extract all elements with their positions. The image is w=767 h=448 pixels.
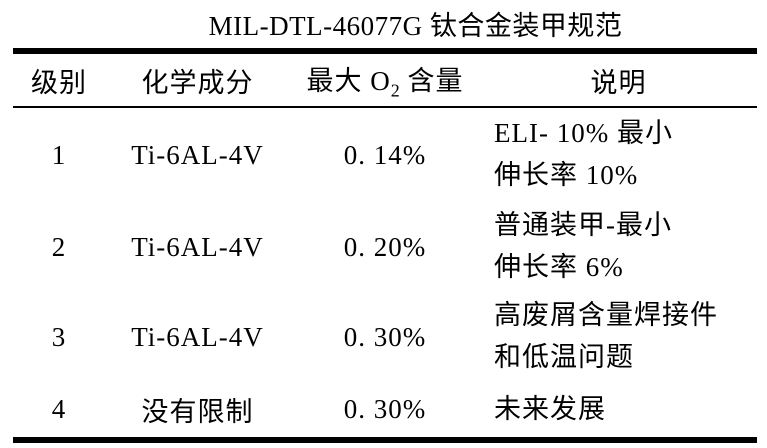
cell-grade: 1: [51, 139, 67, 170]
description-line-2: 伸长率 10%: [494, 160, 639, 190]
table-header-row: 级别 化学成分 最大 O2 含量 说明: [13, 54, 757, 108]
cell-composition: Ti-6AL-4V: [131, 231, 264, 262]
cell-max-o2: 0. 20%: [343, 231, 427, 262]
cell-description: 未来发展: [480, 389, 757, 431]
description-line-2: 和低温问题: [494, 342, 634, 372]
header-o2-subscript: 2: [390, 80, 400, 101]
description-line-1: 普通装甲-最小: [494, 210, 672, 241]
header-grade: 级别: [31, 67, 87, 98]
cell-grade: 4: [51, 394, 67, 424]
header-max-o2-prefix: 最大 O: [306, 65, 391, 96]
cell-max-o2: 0. 14%: [343, 139, 427, 170]
table-row: 4 没有限制 0. 30% 未来发展: [13, 382, 757, 437]
header-description: 说明: [590, 67, 647, 98]
spec-table: 级别 化学成分 最大 O2 含量 说明 1 Ti-6AL-4V 0. 14% E…: [13, 48, 757, 443]
cell-description: 普通装甲-最小 伸长率 6%: [480, 205, 757, 289]
header-composition: 化学成分: [141, 67, 254, 98]
table-row: 3 Ti-6AL-4V 0. 30% 高废屑含量焊接件 和低温问题: [13, 292, 757, 382]
header-max-o2-suffix: 含量: [399, 65, 464, 96]
table-row: 2 Ti-6AL-4V 0. 20% 普通装甲-最小 伸长率 6%: [13, 202, 757, 292]
cell-grade: 2: [51, 231, 67, 262]
cell-max-o2: 0. 30%: [343, 394, 427, 424]
cell-max-o2: 0. 30%: [343, 321, 427, 352]
cell-composition: Ti-6AL-4V: [131, 139, 264, 170]
description-line-2: 伸长率 6%: [494, 252, 624, 282]
cell-composition: 没有限制: [141, 397, 254, 427]
description-line-1: ELI- 10% 最小: [494, 118, 673, 149]
table-body: 1 Ti-6AL-4V 0. 14% ELI- 10% 最小 伸长率 10% 2…: [13, 108, 757, 437]
cell-composition: Ti-6AL-4V: [131, 321, 264, 352]
description-line-1: 高废屑含量焊接件: [494, 300, 718, 331]
table-title: MIL-DTL-46077G 钛合金装甲规范: [208, 11, 623, 41]
cell-description: 高废屑含量焊接件 和低温问题: [480, 295, 757, 379]
cell-description: ELI- 10% 最小 伸长率 10%: [480, 113, 757, 197]
header-max-o2: 最大 O2 含量: [290, 59, 480, 101]
table-row: 1 Ti-6AL-4V 0. 14% ELI- 10% 最小 伸长率 10%: [13, 108, 757, 202]
description-line-1: 未来发展: [494, 393, 606, 424]
cell-grade: 3: [51, 321, 67, 352]
